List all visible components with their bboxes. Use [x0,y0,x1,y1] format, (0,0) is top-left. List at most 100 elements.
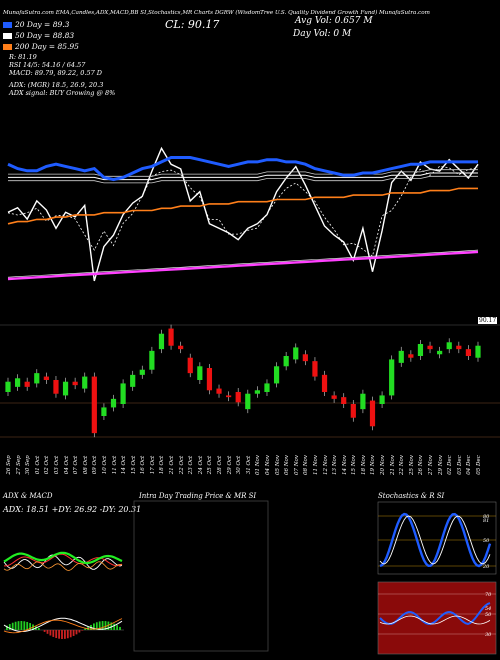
macd-histogram-bar [55,630,58,639]
candle-body [465,349,472,356]
plus-di-line [3,551,123,565]
candle-body [417,344,424,356]
macd-histogram-bar [58,630,60,639]
close-price-line [7,146,479,282]
adx-orange-line [3,561,123,571]
macd-histogram-bar [101,621,104,630]
candle-body [273,366,280,384]
candle-body [43,376,49,380]
candle-body [62,381,69,396]
macd-histogram-bar [110,622,113,630]
candle-body [206,368,213,391]
ema-200-line [7,187,478,225]
price-chart [0,146,500,438]
minus-di-line [4,553,123,567]
candle-body [82,376,88,389]
macd-histogram-bar [84,628,87,630]
adx-signal-line: ADX signal: BUY Growing @ 8% [9,89,116,97]
macd-histogram-bar [26,621,29,630]
rsi-panel-box [377,581,497,655]
candle-body [398,350,404,363]
macd-histogram-bar [8,624,11,630]
ema-20-line [7,156,478,182]
price-tag: 90.17 [478,317,498,324]
candle-body [34,373,40,384]
macd-histogram-bar [49,630,52,636]
macd-histogram-bar [107,621,110,630]
macd-histogram-bar [116,625,118,630]
macd-histogram-bar [113,623,116,630]
candle-body [149,350,155,370]
macd-histogram-bar [93,623,95,630]
ema-200-legend: 200 Day = 85.95 [3,42,79,51]
r-value: R: 81.19 [9,53,37,61]
macd-histogram-bar [52,630,55,637]
macd-histogram-bar [23,621,26,630]
candle-body [101,407,107,416]
candle-body [427,345,433,350]
ema-50-upper-line [8,169,478,177]
macd-histogram-bar [6,625,8,630]
candle-body [235,392,241,403]
candle-body [350,404,356,418]
candle-body [24,381,30,387]
candle-body [379,395,385,404]
candle-body [389,359,395,396]
candle-body [5,381,11,392]
macd-histogram-bar [72,630,75,636]
stoch-level-label: 20 [482,564,490,570]
candle-body [360,393,366,410]
candle-body [475,345,481,358]
candle-body [130,374,136,387]
macd-histogram-bar [43,630,46,632]
stoch-level-label: 80 [483,514,490,520]
adx-panel-values: ADX: 18.51 +DY: 26.92 -DY: 20.31 [3,505,142,514]
stoch-d-line [379,515,491,565]
candle-body [264,383,270,392]
candle-body [293,347,299,360]
rsi-value-tag: 54 [485,606,491,612]
candle-body [312,361,318,377]
adx-line [3,554,123,570]
adx-line: ADX: (MGR) 18.5, 26.9, 20.3 [9,81,104,89]
candle-body [408,354,414,358]
candle-body [331,395,337,399]
macd-histogram-bar [78,630,81,633]
stoch-panel-title: Stochastics & R SI [378,492,445,500]
intraday-panel-title: Intra Day Trading Price & MR SI [139,492,257,500]
macd-histogram-bar [75,630,78,635]
macd-histogram-bar [104,621,107,630]
close-price-label: CL: 90.17 [165,18,220,31]
candle-body [283,356,289,367]
macd-histogram-bar [95,622,98,630]
rsi-level-label: 50 [485,612,492,618]
candle-body [216,388,222,394]
macd-histogram-bar [11,622,14,630]
stoch-level-label: 50 [483,538,490,544]
candle-body [446,342,452,350]
candle-body [158,333,165,350]
ema-200-swatch [3,44,12,50]
ema-50-legend: 50 Day = 88.83 [3,31,74,40]
candle-body [321,374,328,392]
candle-body [72,381,78,386]
macd-signal-line [3,618,123,634]
candle-body [139,369,145,375]
macd-histogram-bar [17,621,20,630]
macd-histogram-bar [98,621,101,630]
rsi-line: RSI 14/5: 54.16 / 64.57 [9,61,86,69]
chart-header-line: MunafaSutra.com EMA,Candles,ADX,MACD,BB … [3,10,430,16]
macd-histogram-bar [66,630,69,639]
candle-body [91,376,97,434]
candle-body [302,354,308,362]
adx-panel-title: ADX & MACD [3,492,53,500]
ema-20-swatch [3,22,12,28]
intraday-panel-box [133,500,269,652]
macd-histogram-bar [37,628,40,630]
rsi-level-label: 30 [485,632,492,638]
macd-histogram-bar [69,630,72,638]
macd-line: MACD: 89.79, 89.22, 0.57 D [9,69,103,77]
candle-body [197,366,203,380]
stoch-value-tag: 81 [483,518,489,524]
